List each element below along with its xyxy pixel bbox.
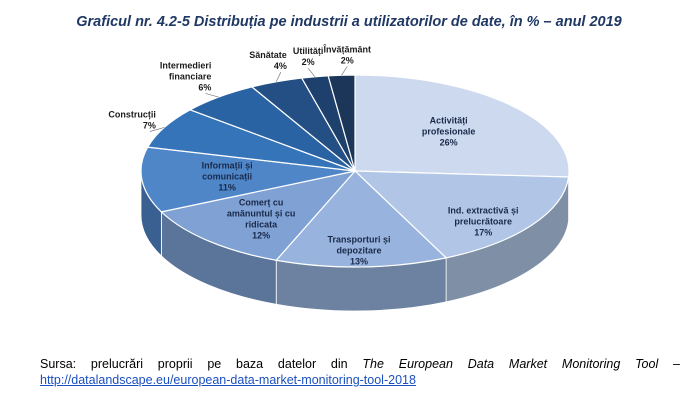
slice-value-label: 12% (252, 230, 270, 240)
pie-top-faces (140, 74, 570, 268)
slice-value-label: 7% (143, 121, 156, 131)
slice-category-label: Informații și (202, 160, 253, 170)
source-tool-name: The European Data Market Monitoring Tool… (362, 357, 680, 371)
pie-slice (353, 170, 570, 259)
slice-value-label: 6% (198, 82, 211, 92)
slice-category-label: comunicații (202, 171, 252, 181)
pie-chart: Activități profesionale 26% Ind. extractivă… (108, 43, 600, 344)
slice-category-label: depozitare (337, 246, 382, 256)
pie-side-walls (140, 170, 570, 312)
slice-category-label: Comerț cu (239, 197, 284, 207)
slice-value-label: 4% (274, 61, 287, 71)
slice-category-label: Activități (430, 116, 468, 126)
pie-slice (160, 170, 357, 261)
slice-category-label: Utilități (293, 46, 324, 56)
slice-value-label: 11% (218, 182, 236, 192)
slice-category-label: prelucrătoare (454, 216, 512, 226)
source-link[interactable]: http://datalandscape.eu/european-data-ma… (40, 373, 416, 387)
slice-value-label: 2% (302, 57, 315, 67)
slice-category-label: Învățământ (323, 43, 372, 54)
leader-line (205, 93, 219, 98)
slice-category-label: Intermedieri (160, 60, 212, 70)
source-note: Sursa: prelucrări proprii pe baza datelo… (40, 357, 680, 372)
slice-category-label: Sănătate (249, 50, 287, 60)
slice-category-label: profesionale (422, 127, 476, 137)
pie-slice (354, 74, 570, 178)
slice-category-label: Ind. extractivă și (448, 205, 519, 215)
leader-line (149, 127, 165, 132)
slice-value-label: 17% (474, 227, 492, 237)
pie-slice (140, 146, 356, 213)
leader-line (275, 71, 282, 82)
source-prefix: Sursa: prelucrări proprii pe baza datelo… (40, 357, 348, 371)
slice-value-label: 2% (341, 55, 354, 65)
slice-category-label: Transporturi și (328, 235, 391, 245)
slice-value-label: 26% (440, 138, 458, 148)
chart-title: Graficul nr. 4.2-5 Distribuția pe indust… (76, 14, 622, 30)
slice-category-label: ridicata (245, 219, 278, 229)
slice-category-label: amănuntul și cu (227, 208, 296, 218)
slice-value-label: 13% (350, 257, 368, 267)
leader-line (341, 66, 348, 76)
pie-slice (275, 170, 448, 268)
slice-category-label: Construcții (108, 110, 156, 120)
leader-line (307, 67, 316, 77)
slice-category-label: financiare (169, 71, 212, 81)
